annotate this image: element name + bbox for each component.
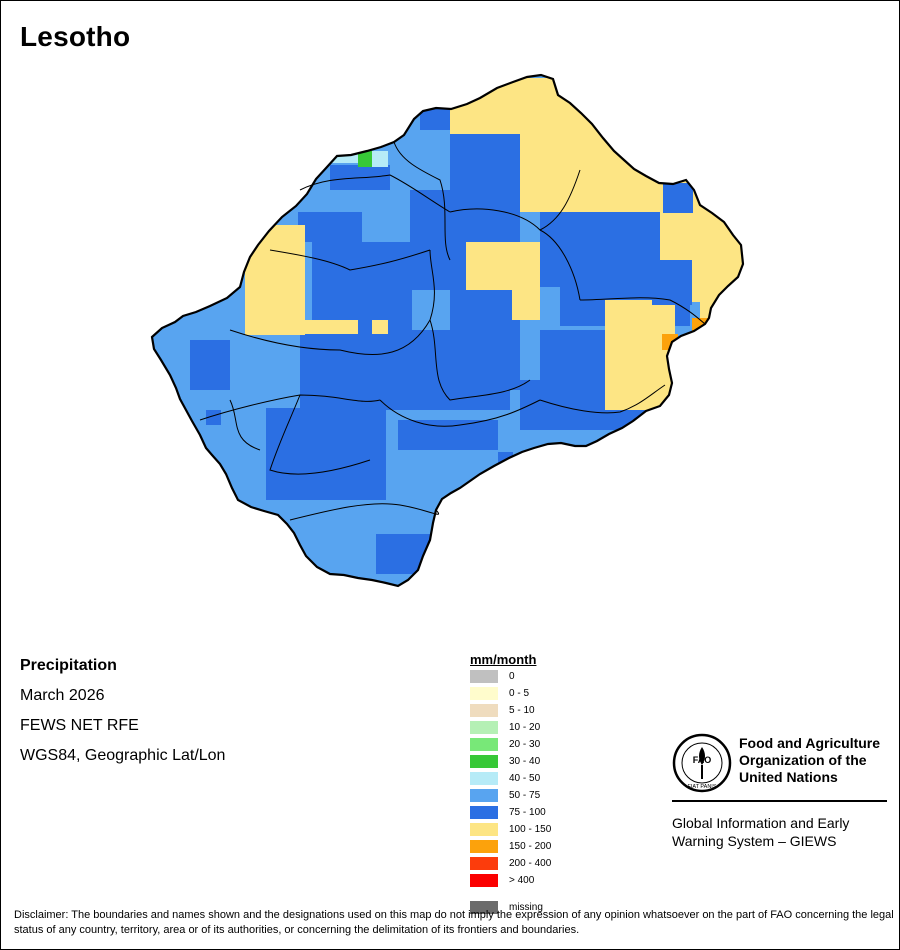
legend-swatch [470,874,498,887]
fao-logo-text: FAO [693,755,712,765]
precip-cell [450,78,743,134]
precip-cell [700,290,743,330]
legend-swatch [470,857,498,870]
precip-cell [298,212,362,242]
precip-cell [663,183,693,213]
district-boundary [269,249,431,271]
district-boundary [579,297,706,325]
organization-name-line: United Nations [739,769,838,785]
precip-cell [540,330,605,380]
district-boundary [299,174,451,213]
giews-label: Global Information and Early Warning Sys… [672,814,892,850]
district-boundary [269,394,371,475]
legend-item: 0 [470,670,670,683]
legend-label: 100 - 150 [509,824,552,835]
giews-line: Global Information and Early [672,815,850,831]
district-boundary [539,384,666,414]
legend-label: 0 [509,671,515,682]
legend-item: 150 - 200 [470,840,670,853]
legend-label: 10 - 20 [509,722,541,733]
precip-cell [190,340,230,390]
legend-item: 10 - 20 [470,721,670,734]
period-label: March 2026 [20,687,105,704]
legend-label: 5 - 10 [509,705,535,716]
legend-item: 5 - 10 [470,704,670,717]
district-boundary [229,399,261,451]
legend-label: 150 - 200 [509,841,552,852]
legend-item: 20 - 30 [470,738,670,751]
legend-label: > 400 [509,875,535,886]
legend-label: 0 - 5 [509,688,530,699]
precip-cell-40-50 [330,151,358,163]
fao-motto-text: FIAT PANIS [687,784,716,790]
fao-logo: FAO FIAT PANIS [672,733,732,793]
legend-swatch [470,806,498,819]
precip-cell [605,300,675,410]
organization-name-line: Food and Agriculture [739,735,881,751]
precip-cell [410,190,450,290]
precip-cell [266,408,386,500]
precip-cell [540,212,660,287]
legend-swatch [470,670,498,683]
legend-swatch [470,840,498,853]
precip-cell [245,225,305,335]
precipitation-map [150,73,745,588]
legend-item: missing [470,901,670,914]
district-boundary [393,141,451,261]
legend-swatch [470,823,498,836]
legend-label: 40 - 50 [509,773,541,784]
legend-swatch [470,704,498,717]
legend-item: 75 - 100 [470,806,670,819]
legend-swatch [470,789,498,802]
source-label: FEWS NET RFE [20,717,139,734]
legend-swatch [470,772,498,785]
legend-item: 100 - 150 [470,823,670,836]
legend-item: 0 - 5 [470,687,670,700]
precip-cell [300,330,510,410]
logo-divider [672,800,887,802]
legend-swatch [470,721,498,734]
organization-name-line: Organization of the [739,752,867,768]
legend-title: mm/month [470,652,537,667]
map-title: Lesotho [20,21,131,52]
legend-item: 40 - 50 [470,772,670,785]
district-boundary [379,399,541,427]
district-boundary [289,503,439,521]
giews-line: Warning System – GIEWS [672,833,837,849]
district-boundary [429,319,531,401]
district-boundary [229,249,435,356]
legend-swatch [470,687,498,700]
legend-label: 50 - 75 [509,790,541,801]
precip-cell-30-40 [358,151,372,167]
precip-cell [398,420,498,450]
legend-label: 75 - 100 [509,807,546,818]
precip-cell [372,320,388,334]
organization-name: Food and Agriculture Organization of the… [739,735,899,786]
precip-cell [312,242,412,332]
legend-label: 30 - 40 [509,756,541,767]
legend-swatch [470,901,498,914]
precip-cell [512,290,540,320]
legend-label: missing [509,902,543,913]
projection-label: WGS84, Geographic Lat/Lon [20,747,226,764]
product-label: Precipitation [20,657,117,674]
precip-cell [206,410,221,425]
legend-label: 20 - 30 [509,739,541,750]
precip-cell [466,242,540,290]
precip-cell-40-50 [372,151,388,167]
disclaimer: Disclaimer: The boundaries and names sho… [14,909,894,936]
precip-cell [280,320,358,334]
legend-swatch [470,755,498,768]
precip-cell [652,260,692,305]
legend-item: 50 - 75 [470,789,670,802]
legend-item: > 400 [470,874,670,887]
precip-cell [420,108,450,130]
legend-label: 200 - 400 [509,858,552,869]
legend-swatch [470,738,498,751]
district-boundary [539,169,581,231]
legend-item: 30 - 40 [470,755,670,768]
legend-item: 200 - 400 [470,857,670,870]
